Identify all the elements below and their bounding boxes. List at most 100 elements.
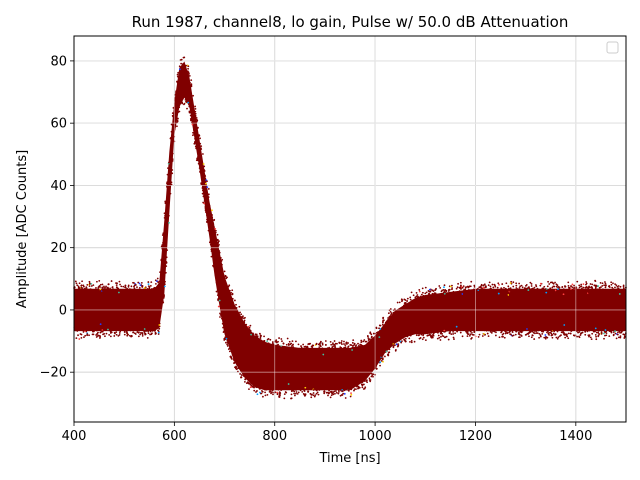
data-point <box>615 284 618 287</box>
data-point <box>136 286 138 289</box>
data-point <box>188 105 191 108</box>
data-point <box>297 348 300 351</box>
data-point <box>502 332 505 335</box>
data-point <box>266 393 269 396</box>
data-point <box>496 289 499 292</box>
data-point <box>552 332 555 335</box>
data-point <box>214 274 217 277</box>
data-point <box>164 271 167 274</box>
data-point <box>441 333 444 335</box>
data-point <box>281 385 284 388</box>
data-point <box>143 287 146 289</box>
data-point <box>195 125 198 128</box>
data-point <box>318 389 321 391</box>
data-point <box>143 332 146 334</box>
data-point <box>349 386 352 389</box>
data-point <box>282 342 285 345</box>
data-point <box>236 359 239 362</box>
data-point <box>152 289 155 292</box>
data-point <box>359 380 362 383</box>
data-point <box>576 335 579 338</box>
data-point <box>433 293 436 296</box>
data-point <box>293 347 295 350</box>
data-point <box>586 330 589 333</box>
data-point <box>226 341 229 344</box>
data-point <box>618 327 621 330</box>
data-point <box>117 287 120 290</box>
data-point <box>266 343 269 346</box>
y-tick-label: 40 <box>50 179 67 194</box>
data-point <box>158 325 161 328</box>
data-point <box>585 282 588 285</box>
data-point <box>380 359 383 362</box>
data-point <box>537 329 540 332</box>
data-point <box>99 331 102 334</box>
data-point <box>393 344 395 346</box>
data-point <box>318 349 321 351</box>
data-point <box>143 324 146 327</box>
data-point <box>131 289 134 291</box>
data-point <box>209 240 212 243</box>
data-point <box>342 387 345 390</box>
data-point <box>253 386 255 389</box>
data-point <box>509 287 512 290</box>
data-point <box>401 336 403 339</box>
data-point <box>98 291 101 294</box>
data-point <box>164 280 166 283</box>
data-point <box>598 290 601 293</box>
data-point <box>139 333 142 336</box>
data-point <box>99 328 102 330</box>
data-point <box>371 369 373 372</box>
data-point <box>470 291 473 293</box>
data-point <box>262 395 264 398</box>
data-point <box>343 389 346 392</box>
data-point <box>370 372 373 375</box>
data-point <box>382 327 385 330</box>
data-point <box>229 355 232 358</box>
data-point <box>361 344 364 347</box>
data-point <box>324 340 327 342</box>
data-point <box>226 345 229 347</box>
data-point <box>276 391 279 394</box>
data-point <box>186 70 189 73</box>
data-point <box>199 170 201 173</box>
data-point <box>426 295 429 298</box>
data-point <box>562 290 564 293</box>
data-point <box>562 331 565 334</box>
data-point <box>163 283 166 286</box>
data-point <box>208 205 211 207</box>
data-point <box>367 341 370 344</box>
data-point <box>546 336 549 339</box>
data-point <box>375 326 378 329</box>
data-point <box>86 290 89 293</box>
data-point <box>415 291 418 294</box>
data-point <box>508 287 510 290</box>
data-point <box>337 389 340 392</box>
data-point <box>546 285 549 288</box>
data-point <box>201 192 204 195</box>
data-point <box>359 345 362 348</box>
data-point <box>548 289 550 292</box>
data-point <box>381 357 384 360</box>
data-point <box>293 384 296 387</box>
data-point <box>391 344 393 347</box>
data-point <box>379 361 382 363</box>
data-point <box>553 285 556 288</box>
data-point <box>600 333 603 335</box>
data-point <box>421 291 424 294</box>
data-point <box>288 340 291 343</box>
data-point <box>358 382 361 384</box>
data-point <box>107 292 110 295</box>
data-point <box>338 390 340 393</box>
data-point <box>382 360 384 363</box>
data-point <box>215 290 218 293</box>
data-point <box>357 385 360 388</box>
data-point <box>349 385 352 387</box>
data-point <box>99 283 102 286</box>
data-point <box>551 290 554 293</box>
data-point <box>222 326 225 329</box>
data-point <box>219 316 221 318</box>
data-point <box>420 293 423 296</box>
data-point <box>555 336 558 339</box>
data-point <box>167 214 170 217</box>
